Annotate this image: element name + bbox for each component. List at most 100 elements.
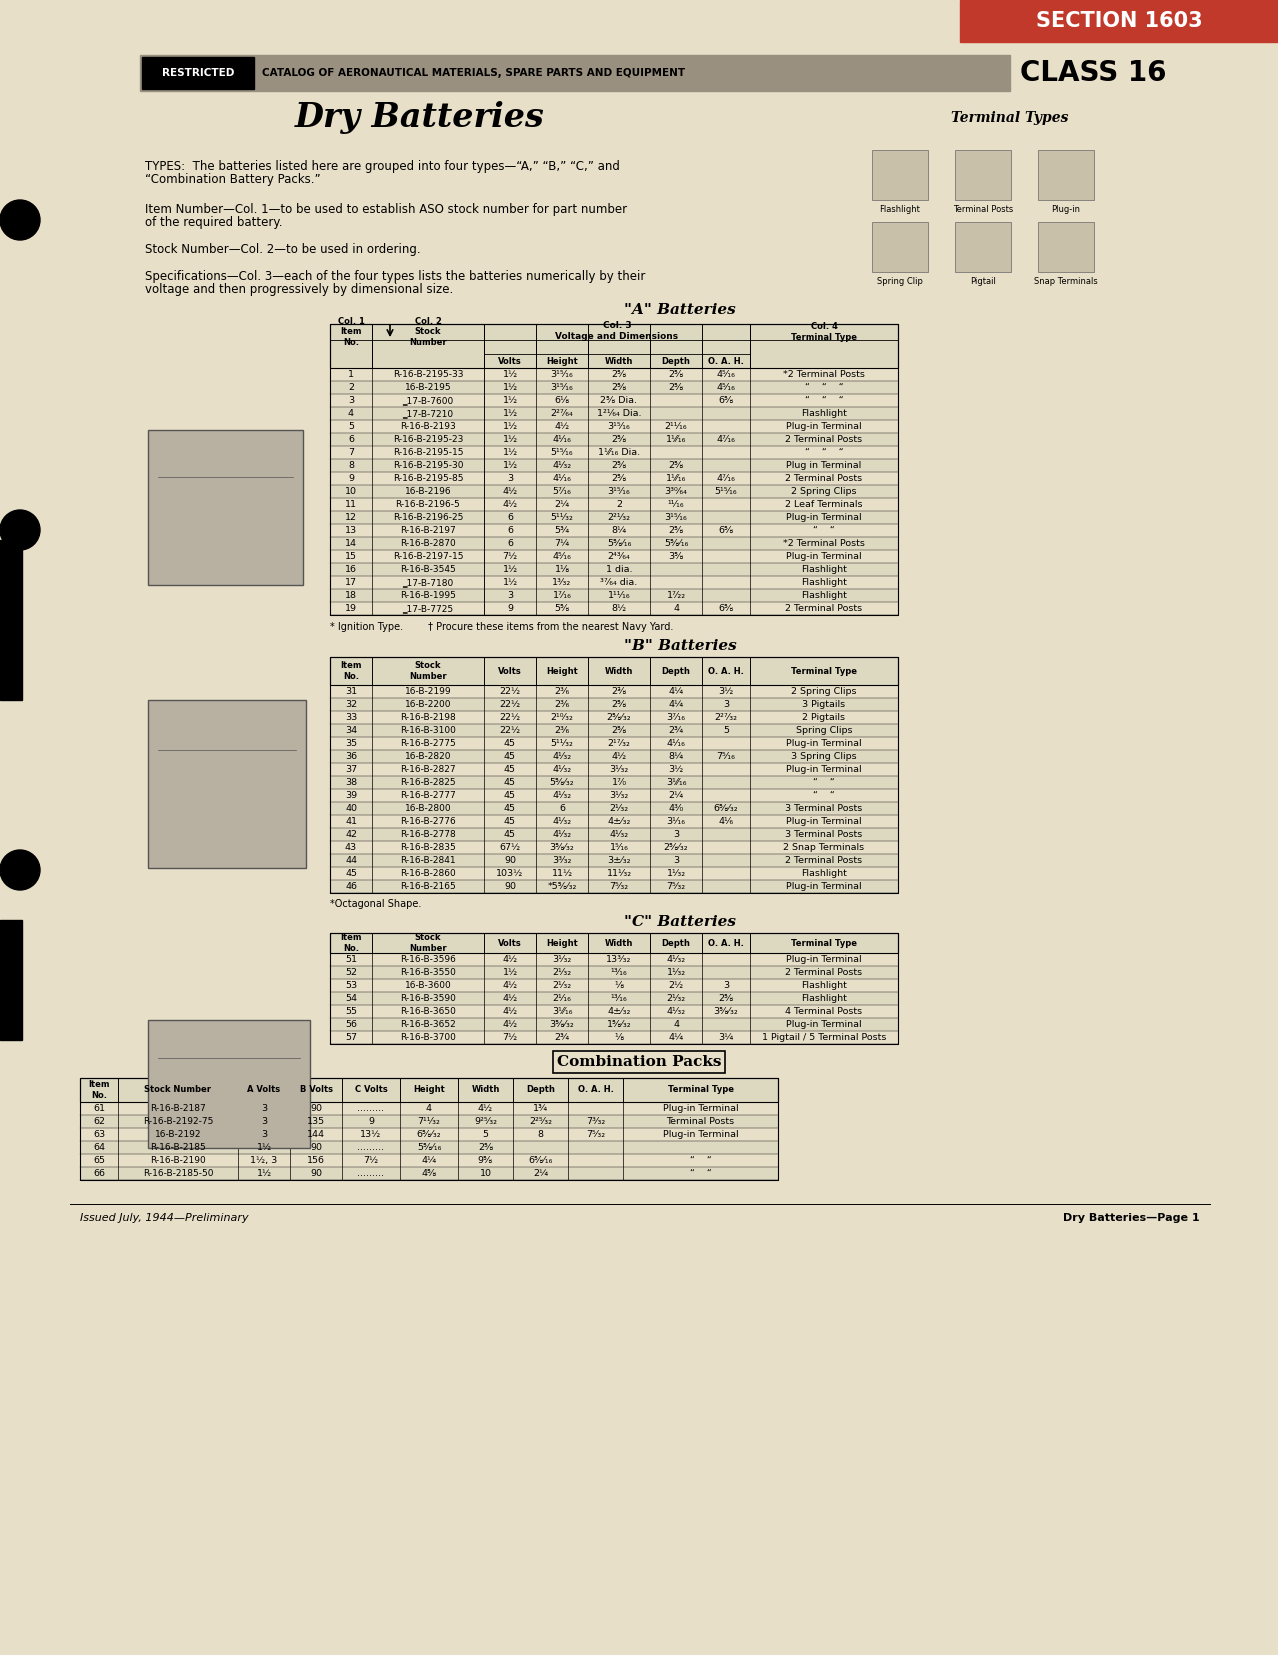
Text: Plug-in Terminal: Plug-in Terminal <box>663 1104 739 1114</box>
Text: 2⅝: 2⅝ <box>668 371 684 379</box>
Text: 2⅝: 2⅝ <box>718 995 734 1003</box>
Text: Combination Packs: Combination Packs <box>557 1054 721 1069</box>
Text: 54: 54 <box>345 995 357 1003</box>
Text: Dry Batteries: Dry Batteries <box>295 101 544 134</box>
Text: 4¹⁄₃₂: 4¹⁄₃₂ <box>552 831 571 839</box>
Text: 16-B-2195: 16-B-2195 <box>405 382 451 392</box>
Text: R-16-B-2870: R-16-B-2870 <box>400 540 456 548</box>
Bar <box>330 434 898 445</box>
Text: 11¹⁄₃₂: 11¹⁄₃₂ <box>607 869 631 879</box>
Text: 3¹⁵⁄₁₆: 3¹⁵⁄₁₆ <box>607 487 630 496</box>
Text: 1⅟⁄₁₆: 1⅟⁄₁₆ <box>666 435 686 444</box>
Text: 90: 90 <box>504 882 516 890</box>
Text: 2⅝: 2⅝ <box>611 727 626 735</box>
Text: “    “: “ “ <box>813 791 835 799</box>
Text: 4: 4 <box>348 409 354 419</box>
Circle shape <box>0 851 40 890</box>
Text: R-16-B-2860: R-16-B-2860 <box>400 869 456 879</box>
Text: 1½: 1½ <box>502 371 518 379</box>
Text: Flashlight: Flashlight <box>801 578 847 588</box>
Text: 19: 19 <box>345 604 357 612</box>
Text: "C" Batteries: "C" Batteries <box>624 915 736 928</box>
Text: 2⅝: 2⅝ <box>668 526 684 535</box>
Text: R-16-B-2195-30: R-16-B-2195-30 <box>392 462 463 470</box>
Text: 16-B-2196: 16-B-2196 <box>405 487 451 496</box>
Text: 1⁵⁄₁₆: 1⁵⁄₁₆ <box>610 842 629 852</box>
Text: Col. 2
Stock
Number: Col. 2 Stock Number <box>409 318 447 348</box>
Text: 4¹⁄₁₆: 4¹⁄₁₆ <box>552 473 571 483</box>
Text: 1½: 1½ <box>502 435 518 444</box>
Text: Plug-in Terminal: Plug-in Terminal <box>786 765 861 775</box>
Text: 18: 18 <box>345 591 357 601</box>
Text: Plug-in Terminal: Plug-in Terminal <box>786 740 861 748</box>
Text: 2 Spring Clips: 2 Spring Clips <box>791 687 856 697</box>
Text: 3⅟⁄₁₆: 3⅟⁄₁₆ <box>666 778 686 788</box>
Text: 5¹¹⁄₃₂: 5¹¹⁄₃₂ <box>551 740 574 748</box>
Text: ¹³⁄₁₆: ¹³⁄₁₆ <box>611 995 627 1003</box>
Text: R-16-B-2841: R-16-B-2841 <box>400 856 456 866</box>
Text: 40: 40 <box>345 804 357 813</box>
Text: 2 Terminal Posts: 2 Terminal Posts <box>786 435 863 444</box>
Circle shape <box>0 510 40 549</box>
Text: 1⁷⁄₂₂: 1⁷⁄₂₂ <box>666 591 685 601</box>
Text: 3¼: 3¼ <box>718 1033 734 1043</box>
Text: 4⁷⁄₁₆: 4⁷⁄₁₆ <box>717 435 735 444</box>
Text: 2⅝⁄₃₂: 2⅝⁄₃₂ <box>607 713 631 722</box>
Text: 5⅝: 5⅝ <box>555 604 570 612</box>
Text: R-16-B-2193: R-16-B-2193 <box>400 422 456 430</box>
Text: 144: 144 <box>307 1130 325 1139</box>
Text: Snap Terminals: Snap Terminals <box>1034 278 1098 286</box>
Text: 6: 6 <box>507 513 512 521</box>
Text: Height: Height <box>546 938 578 948</box>
Text: 4±⁄₃₂: 4±⁄₃₂ <box>607 1006 630 1016</box>
Text: R-16-B-3545: R-16-B-3545 <box>400 564 456 574</box>
Bar <box>81 1140 778 1154</box>
Bar <box>148 1019 311 1149</box>
Text: 4¹⁄₃₂: 4¹⁄₃₂ <box>552 462 571 470</box>
Text: R-16-B-3590: R-16-B-3590 <box>400 995 456 1003</box>
Text: 2¼: 2¼ <box>668 791 684 799</box>
Bar <box>330 458 898 472</box>
Text: 2²⁷⁄₆₄: 2²⁷⁄₆₄ <box>551 409 574 419</box>
Circle shape <box>0 200 40 240</box>
Text: 7½: 7½ <box>502 553 518 561</box>
Text: 3¹⁄₃₂: 3¹⁄₃₂ <box>610 791 629 799</box>
Text: 2⅝: 2⅝ <box>668 382 684 392</box>
Text: 22½: 22½ <box>500 713 520 722</box>
Text: 9: 9 <box>368 1117 374 1125</box>
Text: Terminal Type: Terminal Type <box>791 667 858 675</box>
Text: 7⁵⁄₃₂: 7⁵⁄₃₂ <box>610 882 629 890</box>
Bar <box>330 381 898 394</box>
Text: 3¹⁵⁄₁₆: 3¹⁵⁄₁₆ <box>551 382 574 392</box>
Text: 4½: 4½ <box>502 955 518 963</box>
Text: 2 Spring Clips: 2 Spring Clips <box>791 487 856 496</box>
Text: 8¼: 8¼ <box>611 526 626 535</box>
Text: 35: 35 <box>345 740 357 748</box>
Text: 2⅝: 2⅝ <box>478 1144 493 1152</box>
Text: Height: Height <box>546 667 578 675</box>
Text: R-16-B-2195-15: R-16-B-2195-15 <box>392 449 463 457</box>
Text: 4¹⁄₃₂: 4¹⁄₃₂ <box>552 818 571 826</box>
Text: SECTION 1603: SECTION 1603 <box>1035 12 1203 31</box>
Text: 4¼: 4¼ <box>668 687 684 697</box>
Text: 2 Leaf Terminals: 2 Leaf Terminals <box>785 500 863 510</box>
Text: R-16-B-2777: R-16-B-2777 <box>400 791 456 799</box>
Text: * Ignition Type.        † Procure these items from the nearest Navy Yard.: * Ignition Type. † Procure these items f… <box>330 622 674 632</box>
Text: 3 Spring Clips: 3 Spring Clips <box>791 751 856 761</box>
Text: 10: 10 <box>345 487 357 496</box>
Text: 2 Terminal Posts: 2 Terminal Posts <box>786 856 863 866</box>
Text: 2²¹⁄₃₂: 2²¹⁄₃₂ <box>607 513 630 521</box>
Text: Volts: Volts <box>498 356 521 366</box>
Text: 4¹⁄₃₂: 4¹⁄₃₂ <box>552 765 571 775</box>
Text: 16-B-2820: 16-B-2820 <box>405 751 451 761</box>
Text: R-16-B-2195-23: R-16-B-2195-23 <box>392 435 463 444</box>
Text: 1½: 1½ <box>502 396 518 405</box>
Text: 90: 90 <box>311 1144 322 1152</box>
Text: 3 Pigtails: 3 Pigtails <box>803 700 846 708</box>
Text: R-16-B-2190: R-16-B-2190 <box>150 1155 206 1165</box>
Text: 8½: 8½ <box>611 604 626 612</box>
Text: 3: 3 <box>261 1117 267 1125</box>
Text: Terminal Type: Terminal Type <box>667 1086 734 1094</box>
Text: 7³⁄₃₂: 7³⁄₃₂ <box>585 1117 604 1125</box>
Text: 16-B-3600: 16-B-3600 <box>405 981 451 990</box>
